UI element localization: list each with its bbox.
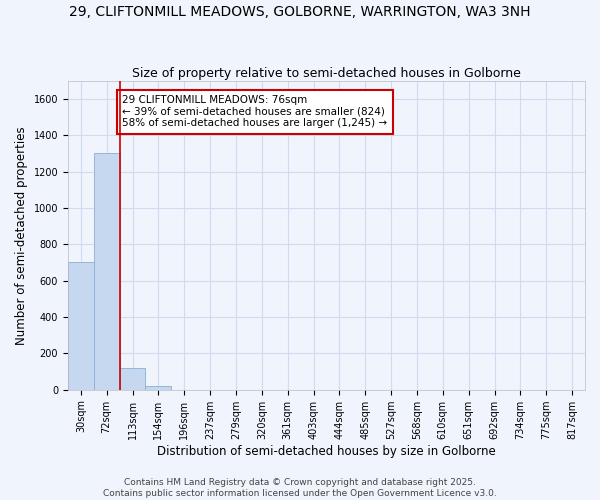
Bar — [68, 262, 94, 390]
Text: Contains HM Land Registry data © Crown copyright and database right 2025.
Contai: Contains HM Land Registry data © Crown c… — [103, 478, 497, 498]
Title: Size of property relative to semi-detached houses in Golborne: Size of property relative to semi-detach… — [132, 66, 521, 80]
Bar — [145, 386, 172, 390]
Y-axis label: Number of semi-detached properties: Number of semi-detached properties — [15, 126, 28, 344]
Text: 29 CLIFTONMILL MEADOWS: 76sqm
← 39% of semi-detached houses are smaller (824)
58: 29 CLIFTONMILL MEADOWS: 76sqm ← 39% of s… — [122, 95, 388, 128]
X-axis label: Distribution of semi-detached houses by size in Golborne: Distribution of semi-detached houses by … — [157, 444, 496, 458]
Bar — [119, 368, 145, 390]
Text: 29, CLIFTONMILL MEADOWS, GOLBORNE, WARRINGTON, WA3 3NH: 29, CLIFTONMILL MEADOWS, GOLBORNE, WARRI… — [69, 5, 531, 19]
Bar — [94, 154, 119, 390]
